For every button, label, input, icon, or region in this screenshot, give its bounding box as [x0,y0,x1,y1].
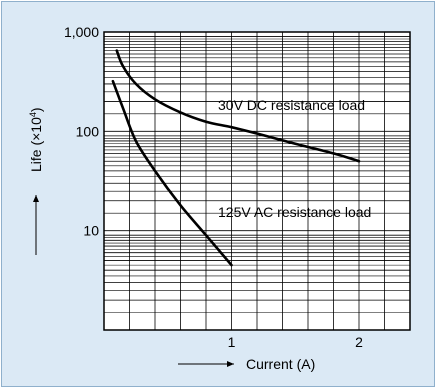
y-tick-label: 10 [83,223,99,239]
series-label-30v-dc: 30V DC resistance load [218,97,365,113]
series-label-125v-ac: 125V AC resistance load [218,204,371,220]
plot-frame [103,31,411,331]
y-axis-title-exponent: 4 [28,112,38,117]
series-line-30v-dc [115,49,361,163]
y-axis-label: Life (×104) [28,107,44,255]
y-axis-title-main: Life (×10 [28,117,44,172]
y-axis-title-close: ) [28,107,44,112]
y-tick-label: 1,000 [64,24,99,40]
tick-labels: 1 2 10 100 1,000 [64,24,363,350]
x-axis-arrow-head-icon [227,361,234,367]
y-axis-title: Life (×104) [28,107,44,172]
y-axis-arrow-head-icon [33,195,39,202]
series-line-125v-ac [111,79,233,267]
x-axis-title: Current (A) [246,356,315,372]
x-tick-label: 2 [355,334,363,350]
series-layer [111,49,361,267]
x-axis-label: Current (A) [178,356,315,372]
y-tick-label: 100 [76,123,100,139]
grid [104,32,410,331]
x-tick-label: 1 [228,334,236,350]
